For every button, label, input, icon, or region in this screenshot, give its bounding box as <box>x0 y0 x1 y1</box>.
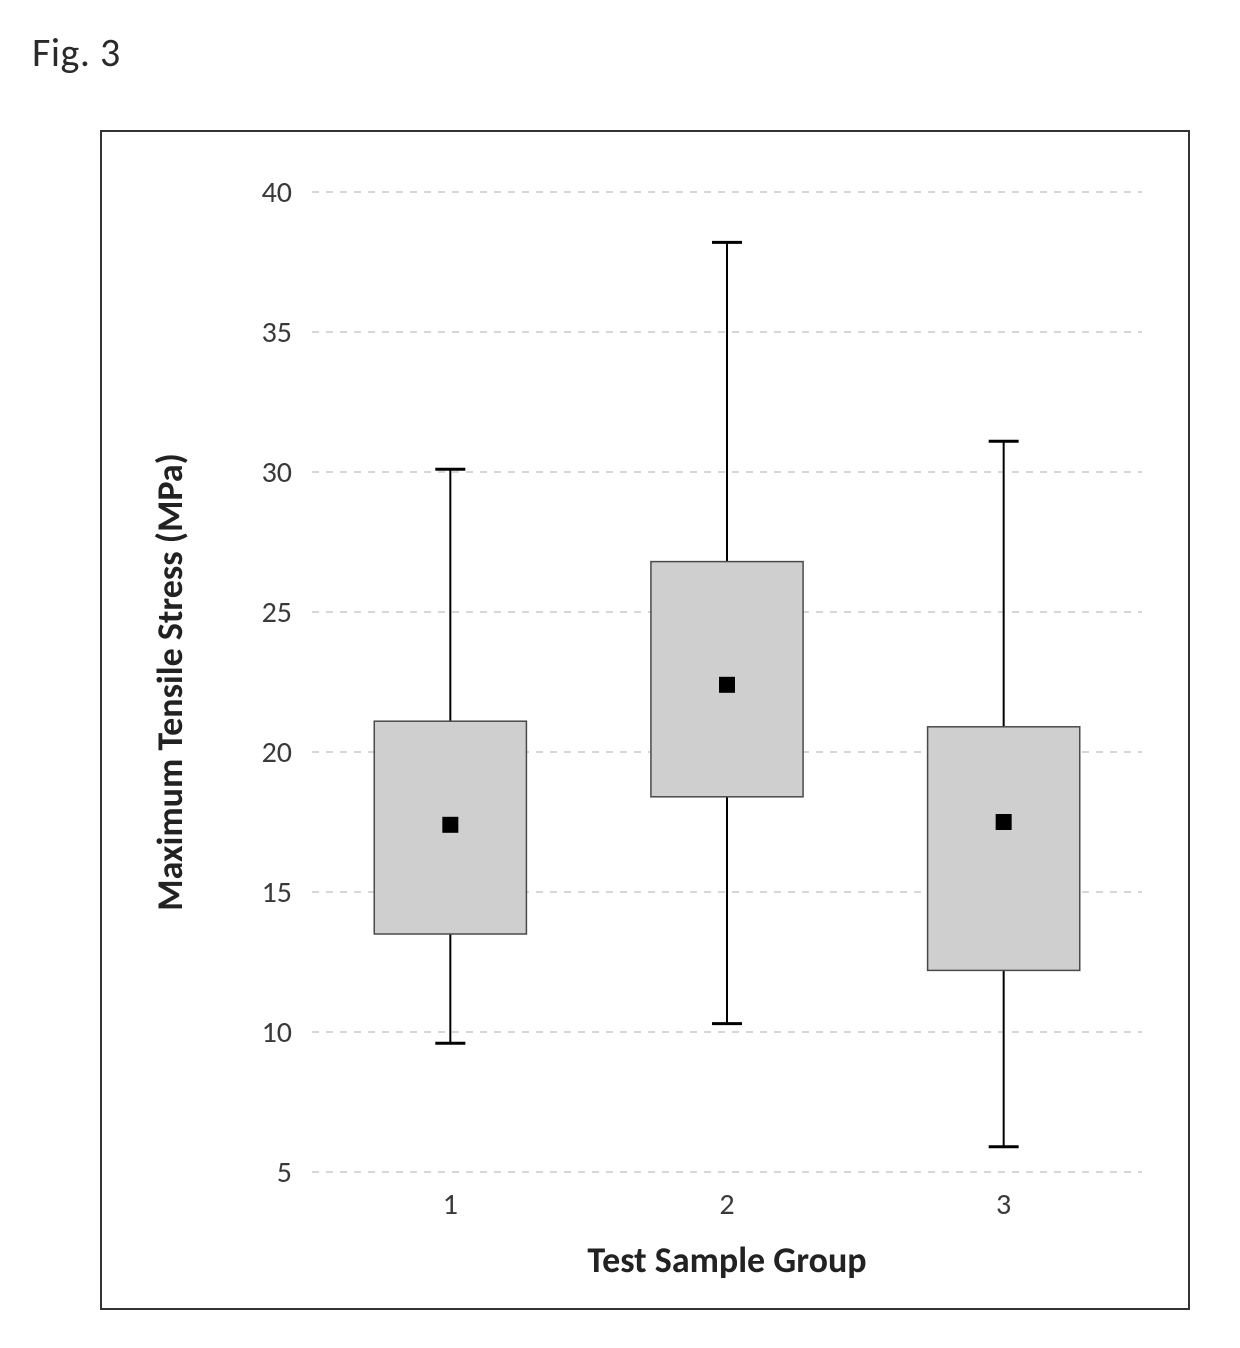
y-tick-label: 20 <box>262 734 292 771</box>
x-tick-label: 3 <box>996 1186 1011 1223</box>
figure-label: Fig. 3 <box>32 28 121 77</box>
y-tick-label: 5 <box>277 1154 292 1191</box>
x-tick-label: 2 <box>719 1186 734 1223</box>
y-tick-label: 30 <box>262 454 292 491</box>
y-tick-label: 10 <box>262 1014 292 1051</box>
box <box>928 727 1080 971</box>
y-tick-label: 25 <box>262 594 292 631</box>
y-tick-label: 15 <box>262 874 292 911</box>
y-tick-label: 40 <box>262 174 292 211</box>
median-marker <box>719 677 735 693</box>
page: Fig. 3 5 10 15 20 25 30 35 40 Maximum Tensile St… <box>0 0 1240 1348</box>
chart-frame: 5 10 15 20 25 30 35 40 Maximum Tensile Stress (M… <box>100 130 1190 1310</box>
y-tick-label: 35 <box>262 314 292 351</box>
median-marker <box>442 817 458 833</box>
x-axis-label: Test Sample Group <box>587 1238 866 1282</box>
boxplot-chart: 5 10 15 20 25 30 35 40 Maximum Tensile Stress (M… <box>102 132 1188 1308</box>
y-axis-label: Maximum Tensile Stress (MPa) <box>148 453 192 911</box>
median-marker <box>996 814 1012 830</box>
x-tick-label: 1 <box>443 1186 458 1223</box>
